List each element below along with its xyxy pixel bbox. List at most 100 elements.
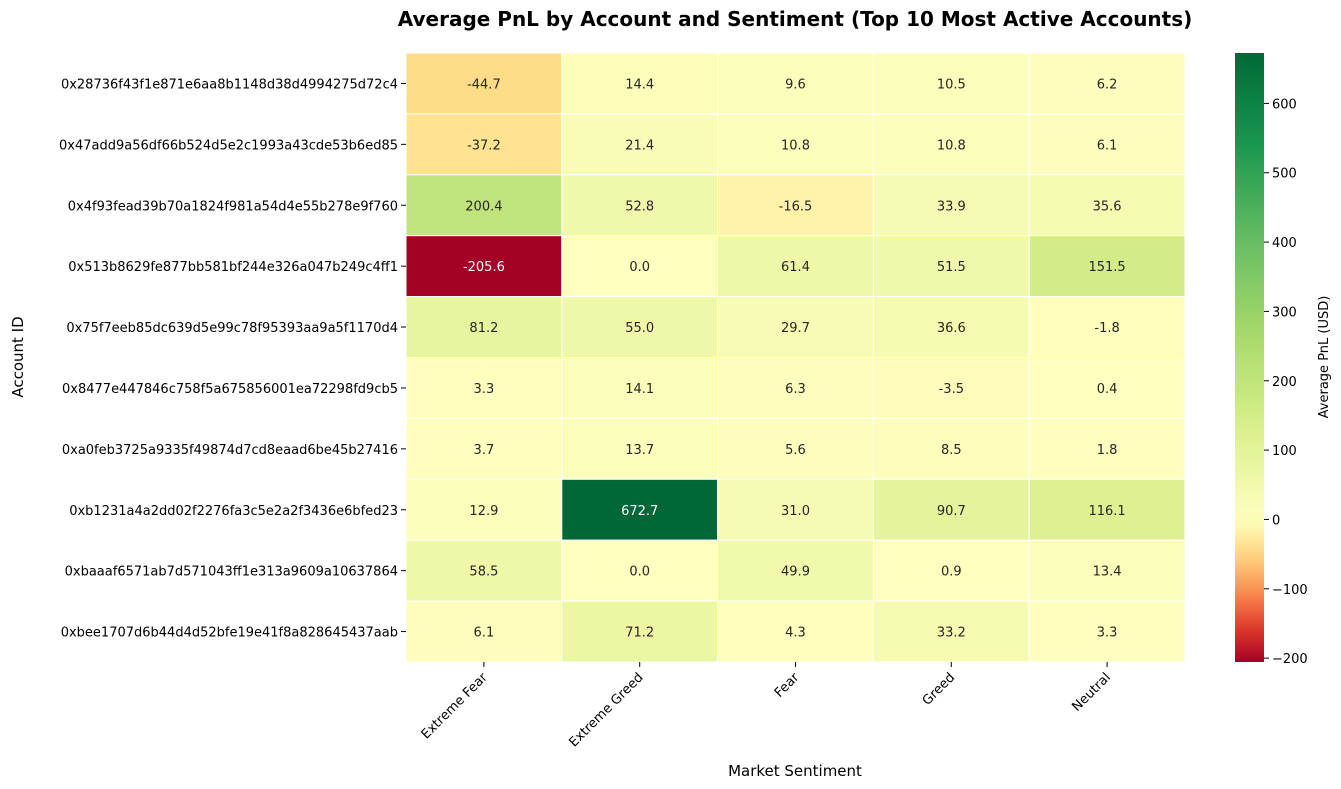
cell-value-label: 1.8	[1097, 443, 1118, 458]
cell-value-label: 14.1	[625, 382, 654, 397]
cell-value-label: 10.5	[937, 77, 966, 92]
cell-value-label: 6.1	[1097, 138, 1118, 153]
cell-value-label: 3.3	[474, 382, 495, 397]
x-tick-label: Extreme Fear	[419, 670, 492, 743]
cell-value-label: 90.7	[937, 504, 966, 519]
cell-value-label: 3.3	[1097, 626, 1118, 641]
heatmap-cell	[717, 600, 874, 663]
heatmap-cell	[1028, 52, 1186, 115]
heatmap-cell	[1028, 539, 1186, 602]
heatmap-cell	[717, 478, 874, 541]
y-tick-label: 0x8477e447846c758f5a675856001ea72298fd9c…	[62, 382, 398, 397]
heatmap-cell	[1028, 235, 1186, 298]
cell-value-label: 200.4	[465, 199, 502, 214]
y-axis-label: Account ID	[9, 316, 27, 397]
heatmap-cell	[405, 478, 563, 541]
y-tick-label: 0x75f7eeb85dc639d5e99c78f95393aa9a5f1170…	[66, 321, 398, 336]
heatmap-cell	[405, 417, 563, 480]
heatmap-cell	[405, 52, 563, 115]
cell-value-label: 13.7	[625, 443, 654, 458]
x-tick-label: Neutral	[1069, 670, 1114, 715]
heatmap-cell	[872, 235, 1030, 298]
heatmap-cell	[561, 600, 719, 663]
cell-value-label: 151.5	[1088, 260, 1125, 275]
cell-value-label: 0.9	[941, 565, 962, 580]
cell-value-label: 35.6	[1093, 199, 1122, 214]
cell-value-label: 12.9	[469, 504, 498, 519]
colorbar-tick-label: 300	[1272, 305, 1297, 320]
heatmap-cell	[561, 357, 719, 419]
cell-value-label: -1.8	[1094, 321, 1119, 336]
cell-value-label: 116.1	[1088, 504, 1125, 519]
cell-value-label: 36.6	[937, 321, 966, 336]
cell-value-label: 5.6	[785, 443, 806, 458]
heatmap-cell	[1028, 478, 1186, 541]
x-tick-label: Greed	[920, 670, 958, 708]
heatmap-cell	[717, 235, 874, 298]
heatmap-cell	[561, 539, 719, 602]
heatmap-cell-labels: -44.7 14.4 9.6 10.5 6.2 -37.2 21.4 10.8 10.8 6.1 2…	[463, 77, 1126, 640]
cell-value-label: 3.7	[474, 443, 495, 458]
cell-value-label: 9.6	[785, 77, 806, 92]
colorbar-tick-label: −200	[1272, 652, 1308, 667]
y-axis-ticks: 0x28736f43f1e871e6aa8b1148d38d4994275d72…	[59, 77, 406, 641]
colorbar-tick-label: 100	[1272, 444, 1297, 459]
heatmap-cell	[717, 174, 874, 237]
x-tick-label: Extreme Greed	[566, 670, 646, 750]
colorbar-gradient	[1235, 53, 1264, 662]
cell-value-label: 31.0	[781, 504, 810, 519]
x-axis-ticks: Extreme Fear Extreme Greed Fear Greed Neutra…	[419, 662, 1114, 750]
x-tick-label: Fear	[772, 670, 803, 701]
heatmap-cell	[1028, 600, 1186, 663]
cell-value-label: 21.4	[625, 138, 654, 153]
cell-value-label: 8.5	[941, 443, 962, 458]
heatmap-cell	[561, 235, 719, 298]
heatmap-cell	[717, 296, 874, 359]
colorbar-tick-label: 500	[1272, 167, 1297, 182]
cell-value-label: 672.7	[621, 504, 658, 519]
heatmap-cell	[872, 52, 1030, 115]
heatmap-cell	[405, 113, 563, 176]
heatmap-cell	[561, 52, 719, 115]
cell-value-label: 6.2	[1097, 77, 1118, 92]
y-tick-label: 0xb1231a4a2dd02f2276fa3c5e2a2f3436e6bfed…	[69, 504, 398, 519]
cell-value-label: -205.6	[463, 260, 505, 275]
chart-title: Average PnL by Account and Sentiment (To…	[398, 7, 1193, 31]
cell-value-label: 10.8	[937, 138, 966, 153]
heatmap-cell	[872, 357, 1030, 419]
cell-value-label: -3.5	[939, 382, 964, 397]
heatmap-cell	[717, 52, 874, 115]
heatmap-cell	[717, 357, 874, 419]
cell-value-label: 49.9	[781, 565, 810, 580]
x-axis-label: Market Sentiment	[728, 762, 862, 780]
colorbar-label: Average PnL (USD)	[1317, 296, 1332, 419]
heatmap-cell	[717, 539, 874, 602]
y-tick-label: 0xbee1707d6b44d4d52bfe19e41f8a828645437a…	[61, 626, 398, 641]
y-tick-label: 0x47add9a56df66b524d5e2c1993a43cde53b6ed…	[59, 138, 398, 153]
colorbar-tick-label: 0	[1272, 513, 1280, 528]
colorbar-tick-label: 200	[1272, 375, 1297, 390]
heatmap-cell	[561, 174, 719, 237]
heatmap-cell	[872, 600, 1030, 663]
heatmap-cell	[717, 113, 874, 176]
colorbar-tick-label: 600	[1272, 97, 1297, 112]
colorbar: −200 −100 0 100 200 300 400 500 600 Average PnL …	[1235, 53, 1332, 667]
heatmap-cell	[405, 600, 563, 663]
colorbar-tick-label: −100	[1272, 583, 1308, 598]
cell-value-label: 52.8	[625, 199, 654, 214]
heatmap-cell	[872, 174, 1030, 237]
cell-value-label: 33.9	[937, 199, 966, 214]
cell-value-label: 81.2	[469, 321, 498, 336]
cell-value-label: 6.1	[474, 626, 495, 641]
heatmap-cell	[1028, 296, 1186, 359]
cell-value-label: 13.4	[1093, 565, 1122, 580]
cell-value-label: 0.4	[1097, 382, 1118, 397]
cell-value-label: 33.2	[937, 626, 966, 641]
heatmap-cell	[561, 296, 719, 359]
heatmap-cell	[561, 478, 719, 541]
colorbar-tick-label: 400	[1272, 236, 1297, 251]
cell-value-label: 6.3	[785, 382, 806, 397]
cell-value-label: 51.5	[937, 260, 966, 275]
cell-value-label: 71.2	[625, 626, 654, 641]
